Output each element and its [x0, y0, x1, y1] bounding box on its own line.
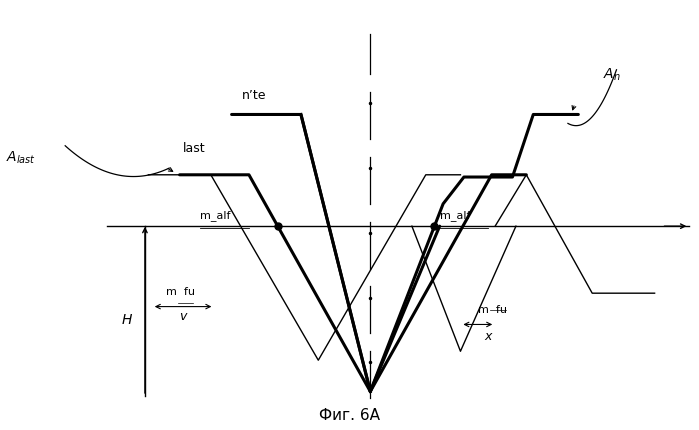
Text: m_alf: m_alf [440, 210, 470, 221]
Text: last: last [183, 142, 206, 156]
Text: $A_{last}$: $A_{last}$ [6, 149, 36, 166]
Text: n’te: n’te [242, 89, 266, 102]
Text: $A_n$: $A_n$ [603, 67, 620, 83]
Text: Фиг. 6A: Фиг. 6A [319, 408, 380, 423]
Text: m  fu: m fu [478, 305, 507, 315]
Text: v: v [180, 310, 187, 323]
Text: H: H [122, 313, 132, 328]
Text: m_alf: m_alf [201, 210, 231, 221]
Text: m  fu: m fu [166, 287, 195, 298]
Text: x: x [484, 330, 492, 343]
